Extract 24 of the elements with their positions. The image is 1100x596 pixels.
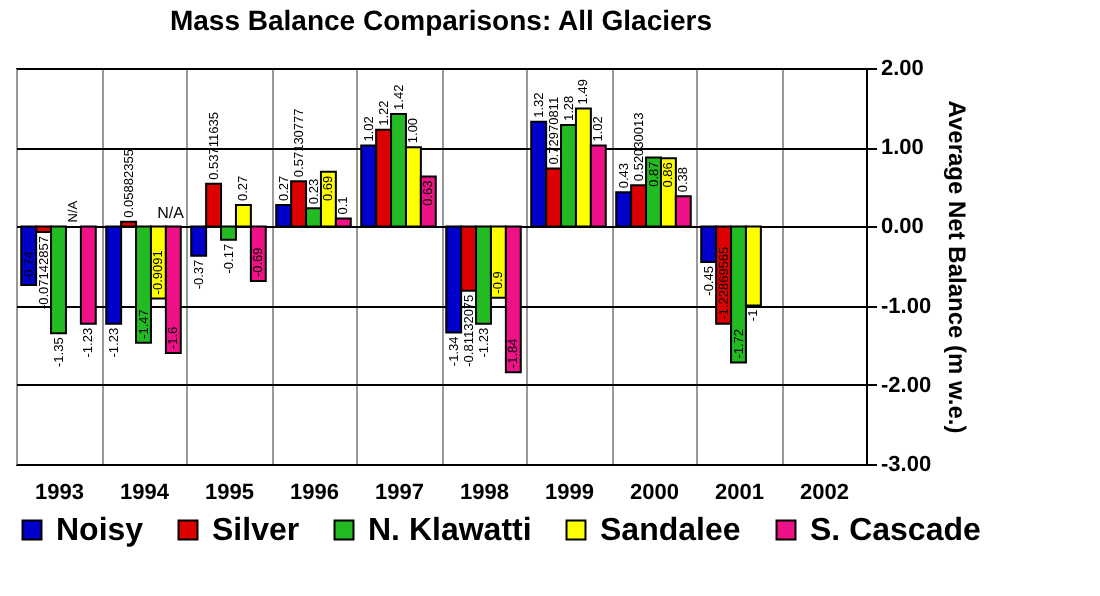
legend-label: S. Cascade: [810, 514, 981, 548]
y-tick-label: -1.00: [881, 294, 932, 319]
x-tick-label: 2002: [800, 481, 849, 505]
x-tick-label: 1996: [290, 481, 339, 505]
x-tick-label: 2001: [715, 481, 764, 505]
x-tick-label: 1993: [35, 481, 84, 505]
legend-label: Noisy: [56, 514, 144, 548]
legend-label: Silver: [212, 514, 300, 548]
x-tick-label: 1999: [545, 481, 594, 505]
chart-title: Mass Balance Comparisons: All Glaciers: [169, 4, 713, 36]
x-tick-label: 2000: [630, 481, 679, 505]
text: N/A: [157, 204, 184, 223]
y-tick-label: 0.00: [881, 215, 924, 240]
x-tick-label: 1994: [120, 481, 171, 505]
legend-label: Sandalee: [600, 514, 741, 548]
y-axis-title: Average Net Balance (m w.e.): [943, 100, 972, 434]
y-tick-label: -3.00: [881, 453, 932, 477]
y-tick-label: -2.00: [881, 373, 932, 398]
y-tick-label: 1.00: [881, 136, 924, 161]
x-tick-label: 1997: [375, 481, 424, 505]
x-tick-label: 1998: [460, 481, 509, 505]
y-tick-label: 2.00: [881, 57, 924, 81]
x-tick-label: 1995: [205, 481, 254, 505]
legend-label: N. Klawatti: [368, 514, 532, 548]
